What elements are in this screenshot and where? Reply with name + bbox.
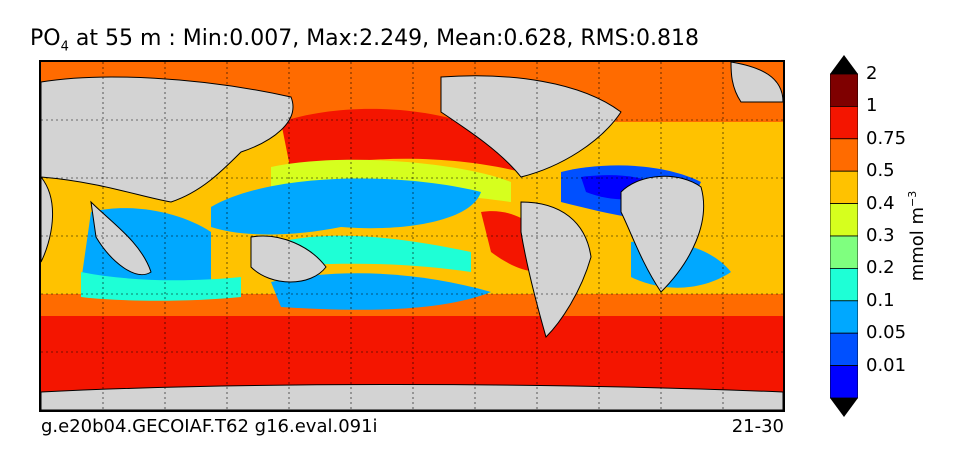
land-masses: [41, 62, 783, 410]
colorbar-unit: mmol m−3: [906, 166, 928, 306]
colorbar-tick-label: 0.5: [866, 160, 895, 182]
colorbar-tick-label: 0.75: [866, 127, 907, 149]
colorbar-tick-label: 1: [866, 95, 878, 117]
unit-exponent: −3: [906, 190, 919, 207]
south-america: [520, 201, 592, 338]
colorbar-segment: [830, 138, 858, 172]
antarctica: [41, 384, 783, 410]
colorbar-segment: [830, 267, 858, 302]
colorbar-tick-label: 0.4: [866, 192, 895, 214]
colorbar-tick-label: 2: [866, 63, 878, 84]
colorbar-segment: [830, 300, 858, 334]
colorbar-segment: [830, 365, 858, 399]
colorbar-segment: [830, 106, 858, 140]
colorbar-segment: [830, 170, 858, 204]
colorbar-max-triangle: [830, 55, 858, 74]
colorbar-tick-label: 0.01: [866, 354, 907, 376]
graticule: [41, 62, 783, 410]
ocean-map: [41, 62, 783, 410]
unit-label: mmol m: [907, 206, 928, 282]
australia: [250, 235, 327, 283]
africa: [620, 175, 705, 293]
colorbar-tick-label: 0.1: [866, 289, 895, 311]
map-title: PO4 at 55 m : Min:0.007, Max:2.249, Mean…: [30, 26, 699, 54]
colorbar-segment: [830, 332, 858, 367]
year-range: 21-30: [731, 416, 784, 437]
colorbar: [830, 55, 858, 417]
colorbar-segments: [830, 55, 858, 417]
colorbar-tick-label: 0.05: [866, 322, 907, 344]
title-subscript: 4: [60, 39, 69, 55]
colorbar-tick-label: 0.3: [866, 225, 895, 246]
colorbar-tick-label: 0.2: [866, 257, 895, 279]
indian-ocean-south: [81, 272, 241, 301]
title-stats: at 55 m : Min:0.007, Max:2.249, Mean:0.6…: [68, 26, 700, 51]
eurasia: [41, 76, 294, 203]
colorbar-min-triangle: [830, 398, 858, 417]
india-africa-east: [90, 200, 152, 275]
south-pacific-gyre: [271, 273, 491, 310]
north-america: [440, 75, 622, 178]
colorbar-segment: [830, 73, 858, 107]
colorbar-segment: [830, 203, 858, 237]
colorbar-segment: [830, 235, 858, 269]
africa-west: [41, 176, 54, 263]
north-pacific-gyre: [211, 178, 481, 235]
map-panel: [39, 60, 785, 412]
europe-east: [730, 62, 783, 103]
title-variable: PO: [30, 26, 61, 51]
run-id: g.e20b04.GECOIAF.T62 g16.eval.091i: [41, 416, 378, 437]
